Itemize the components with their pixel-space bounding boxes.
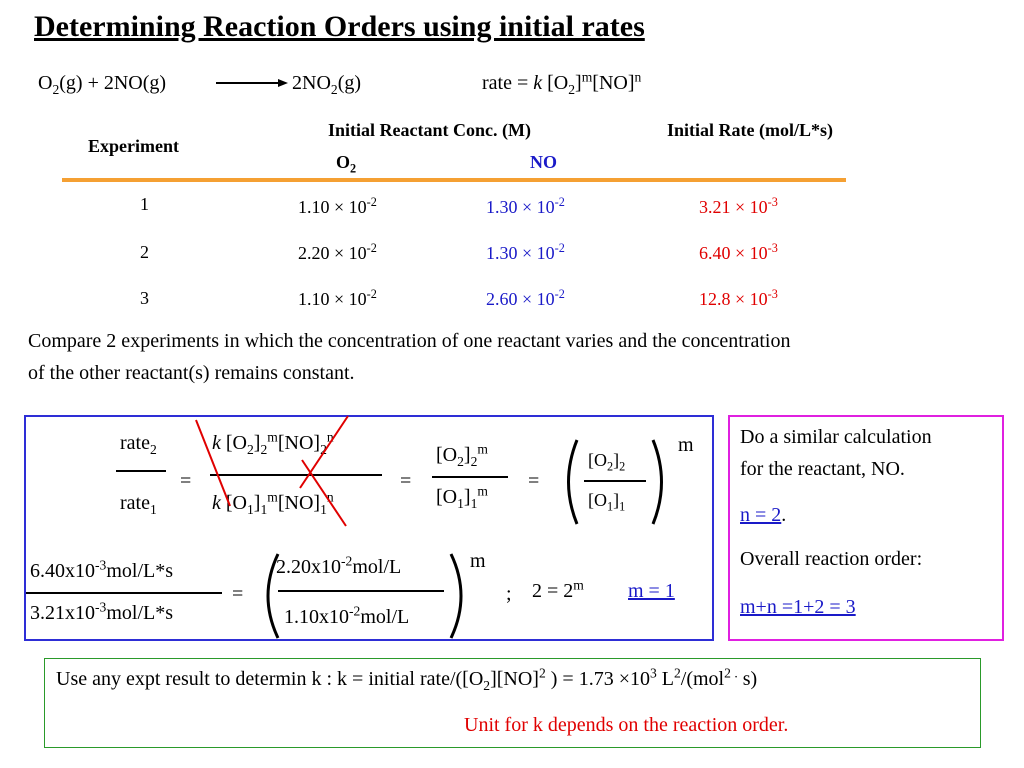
row-3-rate: 12.8 × 10-3 bbox=[699, 287, 778, 309]
ratio-o2-bottom: [O1]1m bbox=[436, 483, 488, 511]
equals-sign: = bbox=[180, 470, 192, 492]
conc-value-num: 2.20x10-2mol/L bbox=[276, 553, 402, 578]
reactant-no: + 2NO bbox=[82, 72, 143, 94]
row-2-rate: 6.40 × 10-3 bbox=[699, 241, 778, 263]
side-panel-box bbox=[728, 415, 1004, 641]
overall-order-result: m+n =1+2 = 3 bbox=[740, 596, 856, 618]
instructions-line-2: of the other reactant(s) remains constan… bbox=[28, 362, 355, 384]
fraction-bar bbox=[432, 476, 508, 478]
product: 2NO2(g) bbox=[292, 72, 362, 97]
row-3-no: 2.60 × 10-2 bbox=[486, 287, 565, 309]
header-initial-rate: Initial Rate (mol/L*s) bbox=[667, 120, 833, 140]
paren-o2-top: [O2]2 bbox=[588, 450, 626, 474]
subheader-no: NO bbox=[530, 152, 557, 172]
fraction-bar bbox=[26, 592, 222, 594]
exponent-m: m bbox=[470, 550, 486, 572]
row-1-o2: 1.10 × 10-2 bbox=[298, 195, 377, 217]
equals-sign: = bbox=[528, 470, 540, 492]
side-panel-line-1: Do a similar calculation bbox=[740, 426, 932, 448]
row-2-o2: 2.20 × 10-2 bbox=[298, 241, 377, 263]
equals-sign: = bbox=[232, 583, 244, 605]
fraction-bar bbox=[116, 470, 166, 472]
rate-law-2: k [O2]2m[NO]2n bbox=[212, 429, 334, 457]
footer-box bbox=[44, 658, 981, 748]
reactant-o2: O bbox=[38, 72, 53, 94]
rate-value-num: 6.40x10-3mol/L*s bbox=[30, 557, 173, 582]
rate-value-den: 3.21x10-3mol/L*s bbox=[30, 599, 173, 624]
power-equation: 2 = 2m bbox=[532, 577, 584, 602]
equals-sign: = bbox=[400, 470, 412, 492]
ratio-o2-top: [O2]2m bbox=[436, 441, 488, 469]
n-result: n = 2. bbox=[740, 504, 787, 526]
side-panel-line-2: for the reactant, NO. bbox=[740, 458, 905, 480]
row-3-o2: 1.10 × 10-2 bbox=[298, 287, 377, 309]
row-3-experiment: 3 bbox=[140, 288, 149, 308]
subheader-o2: O2 bbox=[336, 152, 357, 176]
fraction-bar bbox=[278, 590, 444, 592]
k-unit-note: Unit for k depends on the reaction order… bbox=[464, 714, 789, 736]
rate-law: rate = k [O2]m[NO]n bbox=[482, 69, 642, 97]
row-2-no: 1.30 × 10-2 bbox=[486, 241, 565, 263]
m-result: m = 1 bbox=[628, 580, 675, 602]
header-initial-conc: Initial Reactant Conc. (M) bbox=[328, 120, 531, 140]
row-1-experiment: 1 bbox=[140, 194, 149, 214]
paren-o2-bottom: [O1]1 bbox=[588, 490, 626, 514]
semicolon: ; bbox=[506, 583, 512, 605]
instructions-line-1: Compare 2 experiments in which the conce… bbox=[28, 330, 791, 352]
row-1-rate: 3.21 × 10-3 bbox=[699, 195, 778, 217]
rate2-label: rate2 bbox=[120, 432, 157, 457]
row-2-experiment: 2 bbox=[140, 242, 149, 262]
reaction-equation: O2(g) + 2NO(g) bbox=[38, 72, 167, 97]
overall-order-label: Overall reaction order: bbox=[740, 548, 923, 570]
table-header-divider bbox=[62, 178, 846, 182]
exponent-m: m bbox=[678, 434, 694, 456]
header-experiment: Experiment bbox=[88, 136, 179, 156]
conc-value-den: 1.10x10-2mol/L bbox=[284, 603, 410, 628]
derivation-box bbox=[24, 415, 714, 641]
rate-law-1: k [O1]1m[NO]1n bbox=[212, 489, 334, 517]
row-1-no: 1.30 × 10-2 bbox=[486, 195, 565, 217]
fraction-bar bbox=[584, 480, 646, 482]
rate1-label: rate1 bbox=[120, 492, 157, 517]
k-calculation: Use any expt result to determin k : k = … bbox=[56, 665, 758, 693]
fraction-bar bbox=[210, 474, 382, 476]
page-title: Determining Reaction Orders using initia… bbox=[34, 10, 645, 43]
